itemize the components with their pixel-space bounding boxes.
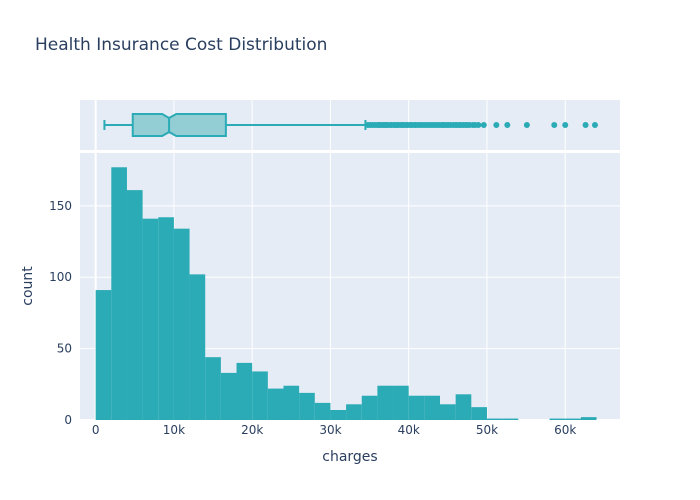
boxplot-box — [131, 113, 227, 137]
boxplot-outlier-point — [551, 122, 558, 128]
boxplot-marks — [103, 113, 598, 137]
histogram-bar — [346, 404, 362, 420]
boxplot-outlier-point — [523, 122, 530, 128]
x-tick-label: 60k — [554, 423, 576, 437]
histogram-bar — [361, 395, 378, 420]
x-tick-label: 50k — [476, 423, 498, 437]
histogram-bar — [158, 217, 174, 420]
histogram-bar — [252, 371, 268, 420]
histogram-bar — [142, 218, 159, 420]
histogram-bar — [236, 362, 253, 420]
histogram-bar — [267, 388, 284, 420]
histogram-bar — [486, 418, 503, 420]
boxplot-outlier-point — [504, 122, 511, 128]
x-axis-title: charges — [322, 449, 377, 465]
x-tick-label: 40k — [398, 423, 420, 437]
histogram-bar — [189, 274, 206, 420]
histogram-bar — [580, 417, 597, 420]
histogram-bar — [330, 410, 347, 420]
histogram-bar — [95, 290, 112, 420]
boxplot-outlier-point — [591, 122, 598, 128]
boxplot-outlier-point — [562, 122, 569, 128]
boxplot-outlier-point — [493, 122, 500, 128]
histogram-bar — [283, 385, 300, 420]
x-axis-ticks: 0 10k 20k 30k 40k 50k 60k — [92, 423, 577, 437]
histogram-bar — [377, 385, 394, 420]
histogram-bar — [126, 190, 143, 420]
histogram-bar — [502, 418, 519, 420]
histogram-bar — [111, 167, 127, 420]
y-tick-label: 50 — [57, 342, 72, 356]
boxplot-outlier-point — [480, 122, 487, 128]
x-tick-label: 10k — [163, 423, 185, 437]
histogram-bar — [220, 372, 237, 420]
histogram-bar — [299, 392, 315, 420]
y-tick-label: 0 — [64, 413, 72, 427]
y-axis-ticks: 0 50 100 150 — [49, 199, 72, 427]
histogram-bar — [455, 394, 472, 420]
x-tick-label: 0 — [92, 423, 100, 437]
y-axis-title: count — [20, 266, 36, 306]
histogram-bar — [424, 395, 440, 420]
histogram-bar — [314, 402, 331, 420]
y-tick-label: 100 — [49, 270, 72, 284]
boxplot-outlier-point — [582, 122, 589, 128]
histogram-panel — [80, 153, 620, 421]
histogram-bar — [549, 418, 566, 420]
histogram-bar — [471, 407, 487, 420]
histogram-bar — [565, 418, 581, 420]
x-tick-label: 30k — [319, 423, 341, 437]
histogram-bars — [95, 167, 597, 420]
boxplot-panel — [80, 100, 620, 150]
y-tick-label: 150 — [49, 199, 72, 213]
histogram-bar — [393, 385, 409, 420]
histogram-bar — [205, 357, 221, 420]
x-tick-label: 20k — [241, 423, 263, 437]
boxplot-outlier-point — [475, 122, 482, 128]
chart-title: Health Insurance Cost Distribution — [35, 35, 327, 55]
histogram-bar — [440, 404, 456, 420]
histogram-bar — [173, 228, 190, 420]
histogram-bar — [408, 395, 425, 420]
